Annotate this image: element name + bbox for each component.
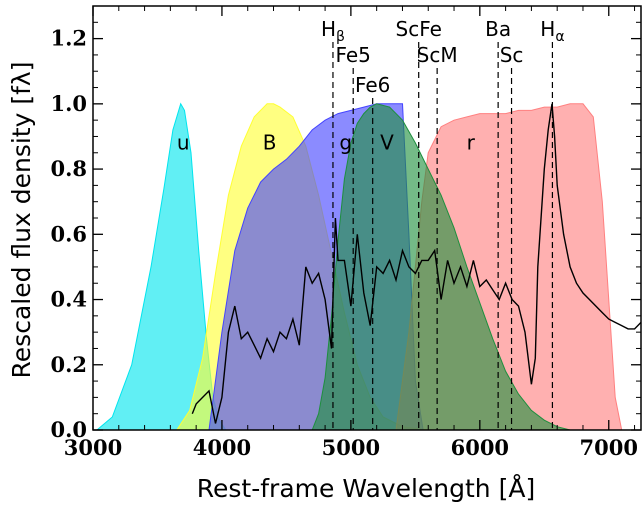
spectrum-layer <box>191 103 641 424</box>
line-label: ScM <box>417 43 458 67</box>
band-label-r: r <box>467 131 476 155</box>
y-tick-label: 0.6 <box>50 221 87 246</box>
band-label-v: V <box>380 131 394 155</box>
y-tick-label: 0.2 <box>50 352 87 377</box>
line-label: Fe6 <box>355 73 390 97</box>
y-tick-label: 1.2 <box>50 26 87 51</box>
band-label-u: u <box>177 131 190 155</box>
y-tick-label: 0.4 <box>50 287 87 312</box>
x-axis-label: Rest-frame Wavelength [Å] <box>197 474 535 503</box>
x-tick-label: 6000 <box>451 435 509 460</box>
line-label: Fe5 <box>335 43 370 67</box>
filter-curves <box>96 102 623 430</box>
axes: 3000 4000 5000 6000 7000 0.0 0.2 0.4 0.6 0.8 1.0 1.… <box>50 5 642 460</box>
y-axis-label: Rescaled flux density [fλ] <box>7 62 36 379</box>
spectrum-line <box>191 103 641 424</box>
y-tick-label: 0.8 <box>50 156 87 181</box>
y-tick-label: 0.0 <box>50 417 87 442</box>
line-label: Hα <box>540 17 564 45</box>
x-tick-label: 3000 <box>64 435 122 460</box>
filter-V-area <box>311 103 571 430</box>
band-label-g: g <box>339 131 352 155</box>
line-label: ScFe <box>396 17 442 41</box>
line-label: Sc <box>500 43 524 67</box>
line-label: Hβ <box>321 17 345 45</box>
x-tick-label: 4000 <box>193 435 251 460</box>
band-label-b: B <box>263 131 277 155</box>
line-label: Ba <box>485 17 511 41</box>
y-tick-label: 1.0 <box>50 91 87 116</box>
x-tick-label: 7000 <box>580 435 638 460</box>
x-tick-label: 5000 <box>322 435 380 460</box>
